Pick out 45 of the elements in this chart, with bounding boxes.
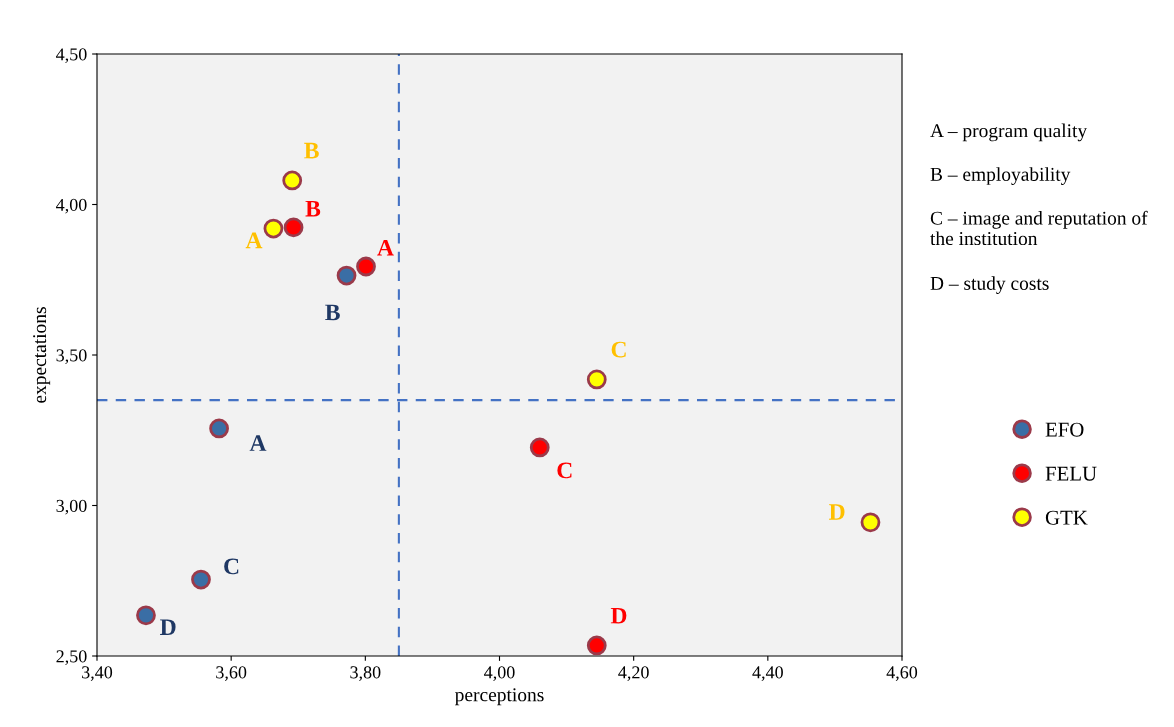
point xyxy=(136,605,156,626)
text: D – study costs xyxy=(930,276,1049,294)
annotation: D xyxy=(610,607,627,624)
text: C – image and reputation of the institution xyxy=(930,210,1148,246)
y-tick-label: 4,50 xyxy=(56,48,87,64)
x-tick-label: 3,80 xyxy=(350,666,381,682)
x-tick-label: 4,20 xyxy=(618,666,649,682)
y-axis-title: expectations xyxy=(33,307,51,403)
annotation: A xyxy=(377,239,394,256)
x-tick-label: 3,40 xyxy=(82,666,113,682)
annotation: B xyxy=(305,200,321,217)
annotation: A xyxy=(249,435,267,451)
point xyxy=(586,635,607,656)
annotation: D xyxy=(160,619,176,635)
legend-label: EFO xyxy=(1045,422,1084,437)
legend-label: GTK xyxy=(1045,510,1088,525)
point xyxy=(860,512,881,533)
annotation: B xyxy=(304,142,319,159)
x-axis-title: perceptions xyxy=(455,688,544,706)
point xyxy=(282,170,303,191)
y-tick-label: 4,00 xyxy=(56,198,87,214)
annotation: C xyxy=(224,558,239,575)
point xyxy=(209,418,229,439)
point xyxy=(586,369,607,390)
annotation: A xyxy=(245,232,263,249)
x-tick-label: 4,40 xyxy=(752,666,783,682)
point xyxy=(283,217,304,238)
y-tick-label: 3,00 xyxy=(56,499,87,515)
point xyxy=(263,218,284,239)
point xyxy=(529,437,550,458)
y-tick-label: 3,50 xyxy=(56,349,87,365)
point xyxy=(356,256,376,277)
text: A – program quality xyxy=(930,123,1088,142)
x-tick-label: 3,60 xyxy=(216,666,247,682)
x-tick-label: 4,60 xyxy=(886,666,918,682)
annotation: D xyxy=(829,504,845,520)
point xyxy=(336,265,357,286)
text: B – employability xyxy=(930,167,1071,185)
annotation: B xyxy=(325,304,340,321)
y-tick-label: 2,50 xyxy=(56,650,87,666)
point xyxy=(191,569,211,590)
annotation: C xyxy=(557,462,572,479)
annotation: C xyxy=(611,341,626,358)
x-tick-label: 4,00 xyxy=(484,666,515,682)
legend-label: FELU xyxy=(1045,466,1097,481)
